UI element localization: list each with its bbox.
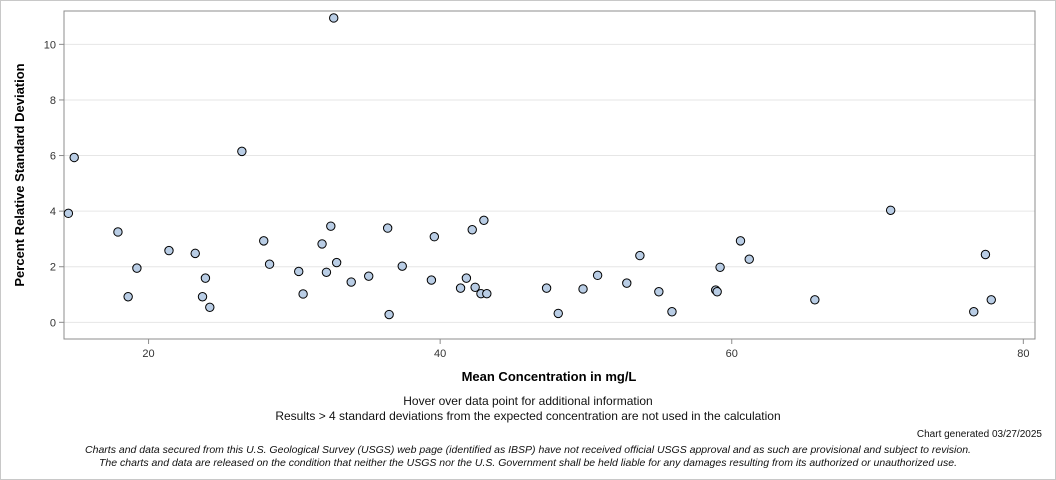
data-point[interactable]: Mean: 32.2 mg/L, RSD: 1.8: [321, 267, 332, 277]
data-point[interactable]: Mean: 49.8 mg/L, RSD: 1.2: [578, 284, 588, 294]
y-axis-title: Percent Relative Standard Deviation: [12, 63, 27, 286]
data-point[interactable]: Mean: 43 mg/L, RSD: 3.67: [479, 215, 489, 226]
data-point[interactable]: Mean: 24.2 mg/L, RSD: 0.54: [205, 302, 215, 313]
y-tick-label: 4: [50, 206, 56, 218]
data-point[interactable]: Mean: 23.9 mg/L, RSD: 1.59: [200, 273, 211, 283]
y-tick-label: 2: [50, 262, 56, 274]
data-points[interactable]: Mean: 14.5 mg/L, RSD: 3.92 Mean: 14.9 mg/…: [63, 13, 996, 320]
y-tick-label: 10: [44, 39, 56, 51]
data-point[interactable]: Mean: 53.7 mg/L, RSD: 2.4: [635, 250, 645, 261]
data-point[interactable]: Mean: 21.4 mg/L, RSD: 2.58: [164, 245, 174, 256]
data-point[interactable]: Mean: 65.7 mg/L, RSD: 0.81: [810, 295, 820, 305]
x-tick-label: 40: [434, 348, 446, 360]
data-point[interactable]: Mean: 14.5 mg/L, RSD: 3.92: [63, 208, 74, 219]
disclaimer-line-2: The charts and data are released on the …: [99, 457, 957, 469]
data-point[interactable]: Mean: 26.4 mg/L, RSD: 6.15: [237, 146, 247, 157]
data-point[interactable]: Mean: 43.2 mg/L, RSD: 1.03: [482, 288, 492, 299]
data-point[interactable]: Mean: 42.2 mg/L, RSD: 3.33: [467, 225, 477, 235]
data-point[interactable]: Mean: 76.6 mg/L, RSD: 0.38: [969, 307, 979, 317]
data-point[interactable]: Mean: 28.3 mg/L, RSD: 2.09: [264, 259, 275, 269]
data-point[interactable]: Mean: 33.9 mg/L, RSD: 1.45: [346, 277, 356, 287]
data-point[interactable]: Mean: 32.7 mg/L, RSD: 10.95: [329, 13, 339, 23]
data-point[interactable]: Mean: 41.4 mg/L, RSD: 1.23: [455, 283, 466, 293]
data-point[interactable]: Mean: 31.9 mg/L, RSD: 2.82: [317, 239, 327, 249]
data-point[interactable]: Mean: 32.5 mg/L, RSD: 3.46: [326, 221, 336, 231]
data-point[interactable]: Mean: 52.8 mg/L, RSD: 1.41: [622, 278, 632, 288]
axis-ticks: 0 2 4 6 8 10 20 40 60 80: [44, 39, 1030, 360]
disclaimer-line-1: Charts and data secured from this U.S. G…: [85, 444, 971, 456]
data-point[interactable]: Mean: 36.5 mg/L, RSD: 0.28: [384, 309, 394, 320]
grid-lines: [64, 43, 1035, 323]
data-point[interactable]: Mean: 42.4 mg/L, RSD: 1.26: [470, 282, 480, 292]
plot-area: [63, 10, 1036, 340]
data-point[interactable]: Mean: 39.6 mg/L, RSD: 3.08: [429, 232, 440, 242]
x-tick-label: 60: [726, 348, 738, 360]
data-point[interactable]: Mean: 18.6 mg/L, RSD: 0.92: [123, 292, 133, 302]
chart-generated-date: Chart generated 03/27/2025: [916, 429, 1042, 440]
data-point[interactable]: Mean: 32.9 mg/L, RSD: 2.15: [331, 257, 342, 268]
data-point[interactable]: Mean: 60.6 mg/L, RSD: 2.93: [735, 236, 746, 246]
data-point[interactable]: Mean: 35.1 mg/L, RSD: 1.66: [364, 271, 374, 281]
data-point[interactable]: Mean: 47.3 mg/L, RSD: 1.23: [541, 283, 552, 293]
x-axis-title: Mean Concentration in mg/L: [462, 369, 637, 384]
data-point[interactable]: Mean: 77.8 mg/L, RSD: 0.81: [986, 295, 996, 305]
y-tick-label: 8: [50, 95, 56, 107]
y-tick-label: 6: [50, 151, 56, 163]
data-point[interactable]: Mean: 30.3 mg/L, RSD: 1.83: [294, 266, 304, 277]
data-point[interactable]: Mean: 59 mg/L, RSD: 1.1: [712, 287, 722, 297]
data-point[interactable]: Mean: 55.9 mg/L, RSD: 0.38: [667, 307, 677, 317]
data-point[interactable]: Mean: 37.4 mg/L, RSD: 2.02: [397, 261, 407, 271]
data-point[interactable]: Mean: 30.6 mg/L, RSD: 1.02: [298, 289, 308, 299]
results-note: Results > 4 standard deviations from the…: [275, 409, 781, 423]
data-point[interactable]: Mean: 55 mg/L, RSD: 1.1: [654, 287, 664, 297]
data-point[interactable]: Mean: 39.4 mg/L, RSD: 1.52: [426, 275, 437, 285]
data-point[interactable]: Mean: 59.2 mg/L, RSD: 1.98: [715, 262, 725, 272]
hover-note: Hover over data point for additional inf…: [403, 394, 653, 408]
data-point[interactable]: Mean: 19.2 mg/L, RSD: 1.95: [132, 263, 142, 273]
data-point[interactable]: Mean: 70.9 mg/L, RSD: 4.03: [885, 205, 896, 216]
data-point[interactable]: Mean: 17.9 mg/L, RSD: 3.25: [113, 227, 123, 237]
data-point[interactable]: Mean: 14.9 mg/L, RSD: 5.93: [69, 152, 79, 163]
x-tick-label: 80: [1017, 348, 1029, 360]
data-point[interactable]: Mean: 61.2 mg/L, RSD: 2.27: [744, 254, 754, 264]
data-point[interactable]: Mean: 50.8 mg/L, RSD: 1.69: [592, 270, 603, 281]
data-point[interactable]: Mean: 36.4 mg/L, RSD: 3.39: [382, 223, 393, 233]
y-tick-label: 0: [50, 317, 56, 329]
data-point[interactable]: Mean: 77.4 mg/L, RSD: 2.44: [980, 249, 991, 260]
data-point[interactable]: Mean: 41.8 mg/L, RSD: 1.59: [461, 273, 472, 283]
data-point[interactable]: Mean: 27.9 mg/L, RSD: 2.93: [259, 236, 269, 246]
data-point[interactable]: Mean: 23.2 mg/L, RSD: 2.48: [190, 248, 200, 259]
data-point[interactable]: Mean: 48.1 mg/L, RSD: 0.32: [553, 308, 563, 319]
x-tick-label: 20: [142, 348, 154, 360]
data-point[interactable]: Mean: 23.7 mg/L, RSD: 0.92: [197, 292, 208, 302]
